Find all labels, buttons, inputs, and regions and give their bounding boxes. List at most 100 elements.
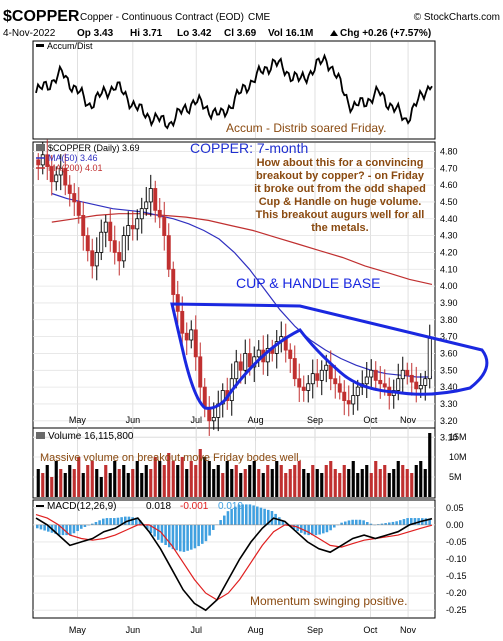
- macd-histogram-bar: [102, 518, 105, 525]
- volume-bar: [306, 473, 310, 497]
- price-tick-label: 4.40: [440, 214, 458, 224]
- candle-body: [355, 386, 360, 396]
- macd-histogram-bar: [138, 520, 142, 525]
- hist-legend-value: 0.019: [218, 501, 243, 512]
- macd-histogram-bar: [428, 518, 431, 525]
- macd-histogram-bar: [186, 524, 189, 551]
- volume-bar: [324, 465, 328, 497]
- volume-bar: [275, 461, 279, 497]
- candle-body: [148, 188, 153, 203]
- macd-histogram-bar: [380, 523, 384, 525]
- macd-histogram-bar: [340, 522, 343, 525]
- macd-histogram-bar: [424, 518, 428, 525]
- candle-body: [162, 216, 167, 236]
- accum-legend: Accum/Dist: [36, 41, 93, 51]
- macd-histogram-bar: [157, 524, 160, 540]
- volume-bar: [356, 473, 360, 497]
- month-tick-label: Nov: [400, 415, 417, 425]
- price-candles: [36, 139, 432, 436]
- macd-histogram-bar: [146, 524, 149, 530]
- macd-lines: [35, 514, 433, 612]
- price-title-annotation: COPPER: 7-month: [190, 140, 308, 156]
- macd-histogram: [36, 504, 432, 552]
- macd-histogram-bar: [351, 519, 354, 525]
- commentary-line: the metals.: [311, 222, 368, 234]
- candle-body: [418, 385, 423, 390]
- volume-bar: [59, 469, 63, 497]
- candle-body: [243, 353, 248, 371]
- price-tick-label: 4.70: [440, 163, 458, 173]
- candle-body: [72, 193, 77, 203]
- volume-bar: [212, 469, 216, 497]
- candle-body: [180, 310, 185, 334]
- macd-histogram-bar: [72, 524, 76, 534]
- volume-bar: [171, 461, 175, 497]
- macd-legend-prefix: MACD(12,26,9): [47, 501, 116, 512]
- accum-dist-series: [35, 53, 433, 130]
- macd-histogram-bar: [355, 519, 358, 525]
- candle-body: [36, 159, 41, 166]
- header-close: Cl 3.69: [224, 28, 257, 39]
- macd-histogram-bar: [296, 524, 299, 532]
- macd-histogram-bar: [116, 517, 120, 525]
- macd-histogram-bar: [164, 524, 167, 546]
- price-y-axis: 4.80 4.70 4.60 4.50 4.40 4.30 4.20 4.10 4.00 3.90…: [440, 146, 458, 442]
- ma50-line: [51, 192, 432, 378]
- volume-bar: [50, 477, 54, 497]
- volume-bar: [428, 433, 432, 497]
- macd-histogram-bar: [267, 509, 270, 525]
- volume-bar: [320, 473, 324, 497]
- volume-bar: [243, 469, 247, 497]
- macd-histogram-bar: [230, 508, 233, 525]
- ma50-legend-label: MA(50) 3.46: [48, 153, 98, 163]
- commentary-line: it broke out from the odd shaped: [254, 183, 426, 195]
- volume-bar: [387, 473, 391, 497]
- volume-bar: [338, 473, 342, 497]
- ma200-line: [51, 213, 433, 285]
- commentary-line: Cup & Handle on huge volume.: [259, 196, 422, 208]
- macd-legend: MACD(12,26,9) 0.018 -0.001 0.019: [36, 501, 243, 512]
- candle-body: [342, 391, 347, 401]
- candle-body: [382, 383, 387, 388]
- candle-body: [247, 353, 252, 368]
- macd-histogram-bar: [270, 511, 274, 525]
- volume-bar: [194, 465, 198, 497]
- volume-bar: [221, 473, 225, 497]
- macd-histogram-bar: [91, 523, 94, 525]
- volume-bar: [414, 465, 418, 497]
- volume-bar: [158, 461, 162, 497]
- volume-bar: [261, 473, 265, 497]
- macd-histogram-bar: [344, 521, 347, 525]
- price-tick-label: 4.30: [440, 231, 458, 241]
- macd-histogram-bar: [54, 524, 57, 534]
- price-legend-label: $COPPER (Daily) 3.69: [48, 143, 140, 153]
- volume-bar: [392, 469, 396, 497]
- volume-bar: [68, 465, 72, 497]
- volume-bar: [45, 465, 49, 497]
- candle-body: [157, 209, 162, 218]
- volume-bar: [108, 473, 112, 497]
- macd-histogram-bar: [410, 518, 413, 525]
- month-tick-label: May: [69, 415, 87, 425]
- macd-line: [35, 517, 433, 612]
- macd-histogram-bar: [252, 505, 255, 525]
- candle-body: [256, 349, 261, 358]
- macd-histogram-bar: [94, 521, 98, 525]
- macd-histogram-bar: [131, 517, 134, 525]
- volume-bar: [167, 453, 171, 497]
- symbol-title: $COPPER: [3, 8, 80, 25]
- month-tick-label: Sep: [307, 625, 323, 635]
- macd-histogram-bar: [314, 524, 318, 536]
- macd-histogram-bar: [124, 516, 127, 525]
- candle-body: [198, 356, 203, 388]
- candle-body: [153, 188, 158, 211]
- month-tick-label: Jun: [126, 625, 141, 635]
- volume-bar: [185, 469, 189, 497]
- candle-body: [369, 369, 374, 378]
- volume-bar: [77, 457, 81, 497]
- candle-body: [351, 395, 356, 405]
- candle-body: [45, 154, 50, 167]
- price-legend: $COPPER (Daily) 3.69 MA(50) 3.46 MA(200)…: [36, 143, 140, 173]
- candle-body: [135, 218, 140, 230]
- pattern-label: CUP & HANDLE BASE: [236, 275, 380, 291]
